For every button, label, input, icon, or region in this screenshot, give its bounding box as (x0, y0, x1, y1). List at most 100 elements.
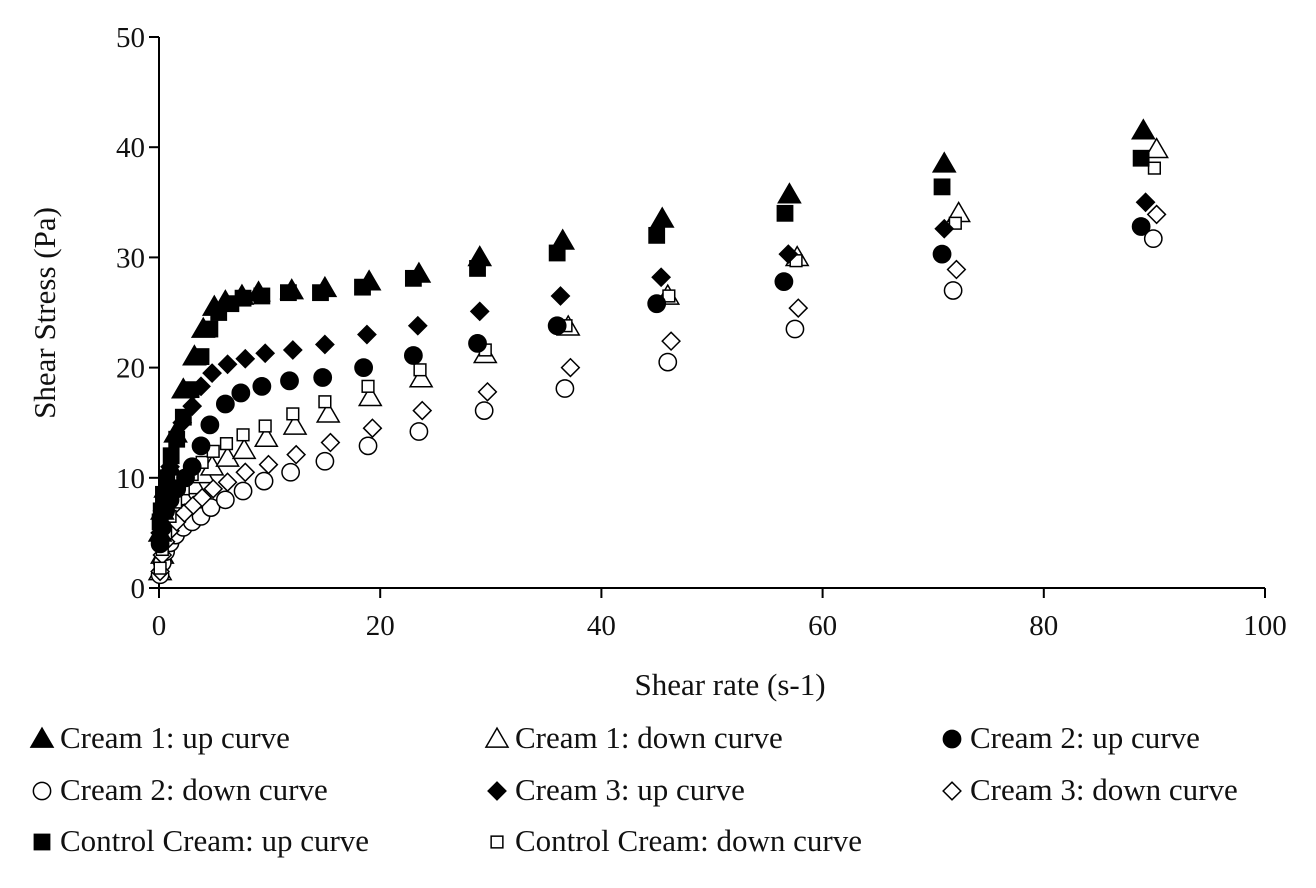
data-point (231, 383, 251, 403)
data-point (233, 481, 253, 501)
data-point (413, 363, 427, 377)
data-point (200, 415, 220, 435)
data-point (404, 269, 422, 287)
data-point (252, 376, 272, 396)
legend-marker (33, 833, 51, 851)
y-tick-label: 40 (116, 132, 145, 164)
data-point (201, 320, 219, 338)
data-point (202, 363, 222, 384)
data-point (253, 287, 271, 305)
data-point (280, 371, 299, 391)
data-point (155, 485, 172, 503)
series-cream-3-down-curve (150, 204, 1167, 582)
data-point (649, 206, 675, 228)
x-axis-ticks: 0 20 40 60 80 100 (152, 588, 1287, 642)
data-point (182, 381, 200, 399)
plot-frame (158, 37, 1265, 589)
data-point (1147, 161, 1162, 175)
y-tick-label: 0 (131, 573, 146, 605)
data-point (1132, 149, 1150, 167)
series-control-cream-up-curve (151, 149, 1150, 531)
data-point (358, 436, 378, 456)
data-point (548, 244, 566, 262)
data-point (314, 334, 335, 355)
data-point (215, 445, 240, 467)
data-point (785, 319, 805, 339)
data-point (234, 289, 252, 307)
data-point (1143, 229, 1163, 249)
data-point (931, 151, 957, 173)
legend-item: Cream 2: up curve (942, 720, 1200, 755)
data-point (648, 226, 666, 244)
data-point (313, 368, 333, 387)
data-point (943, 281, 963, 300)
data-point (192, 487, 213, 508)
x-tick-label: 60 (808, 610, 837, 642)
data-point (934, 218, 955, 239)
legend-item: Cream 1: down curve (484, 720, 783, 755)
data-point (662, 289, 676, 303)
data-point (286, 407, 300, 421)
legend-marker (484, 726, 510, 748)
data-point (168, 430, 186, 448)
data-point (357, 324, 377, 345)
x-axis-title: Shear rate (s-1) (634, 667, 825, 702)
series-cream-2-up-curve (150, 217, 1151, 554)
legend-label: Control Cream: down curve (515, 823, 862, 858)
data-point (162, 447, 180, 465)
data-point (191, 436, 211, 456)
data-point (1131, 217, 1151, 236)
data-point (280, 284, 297, 302)
y-axis-title: Shear Stress (Pa) (27, 207, 62, 419)
series-cream-3-up-curve (150, 192, 1156, 543)
data-point (408, 366, 434, 388)
data-point (320, 432, 341, 453)
legend-item: Cream 2: down curve (32, 772, 328, 807)
data-point (946, 259, 967, 280)
data-point (1144, 137, 1169, 159)
data-point (152, 502, 170, 520)
data-point (281, 462, 301, 482)
data-point (647, 294, 667, 314)
data-point (550, 286, 571, 306)
series-cream-1-up-curve (147, 118, 1156, 542)
legend-label: Cream 2: down curve (60, 772, 328, 807)
data-point (933, 178, 951, 196)
data-point (203, 478, 224, 499)
legend-marker (487, 781, 507, 801)
data-point (235, 462, 256, 483)
data-point (468, 333, 487, 353)
data-point (361, 379, 375, 393)
x-tick-label: 0 (152, 610, 167, 642)
data-point (409, 422, 429, 441)
legend-marker (32, 781, 52, 801)
data-point (258, 419, 272, 433)
data-point (231, 437, 257, 460)
data-point (474, 401, 494, 420)
legend-item: Cream 3: down curve (942, 772, 1238, 807)
x-tick-label: 40 (587, 610, 616, 642)
data-point (774, 272, 794, 292)
legend-marker (942, 781, 962, 801)
data-point (158, 469, 176, 487)
data-point (948, 216, 962, 230)
data-point (412, 400, 433, 421)
data-point (357, 385, 383, 407)
legend-label: Cream 3: up curve (515, 772, 745, 807)
data-point (469, 260, 486, 277)
data-point (215, 490, 235, 510)
data-point (182, 457, 202, 477)
data-point (315, 451, 335, 471)
y-tick-label: 30 (116, 242, 145, 274)
data-point (258, 454, 279, 475)
data-point (777, 182, 802, 204)
legend: Cream 1: up curve Cream 1: down curve Crea… (29, 720, 1238, 858)
data-point (282, 340, 303, 360)
legend-item: Cream 3: up curve (487, 772, 745, 807)
data-point (555, 379, 575, 398)
legend-marker (942, 729, 962, 749)
data-point (192, 348, 210, 365)
data-point (217, 354, 238, 375)
legend-label: Cream 3: down curve (970, 772, 1238, 807)
data-point (354, 358, 373, 377)
